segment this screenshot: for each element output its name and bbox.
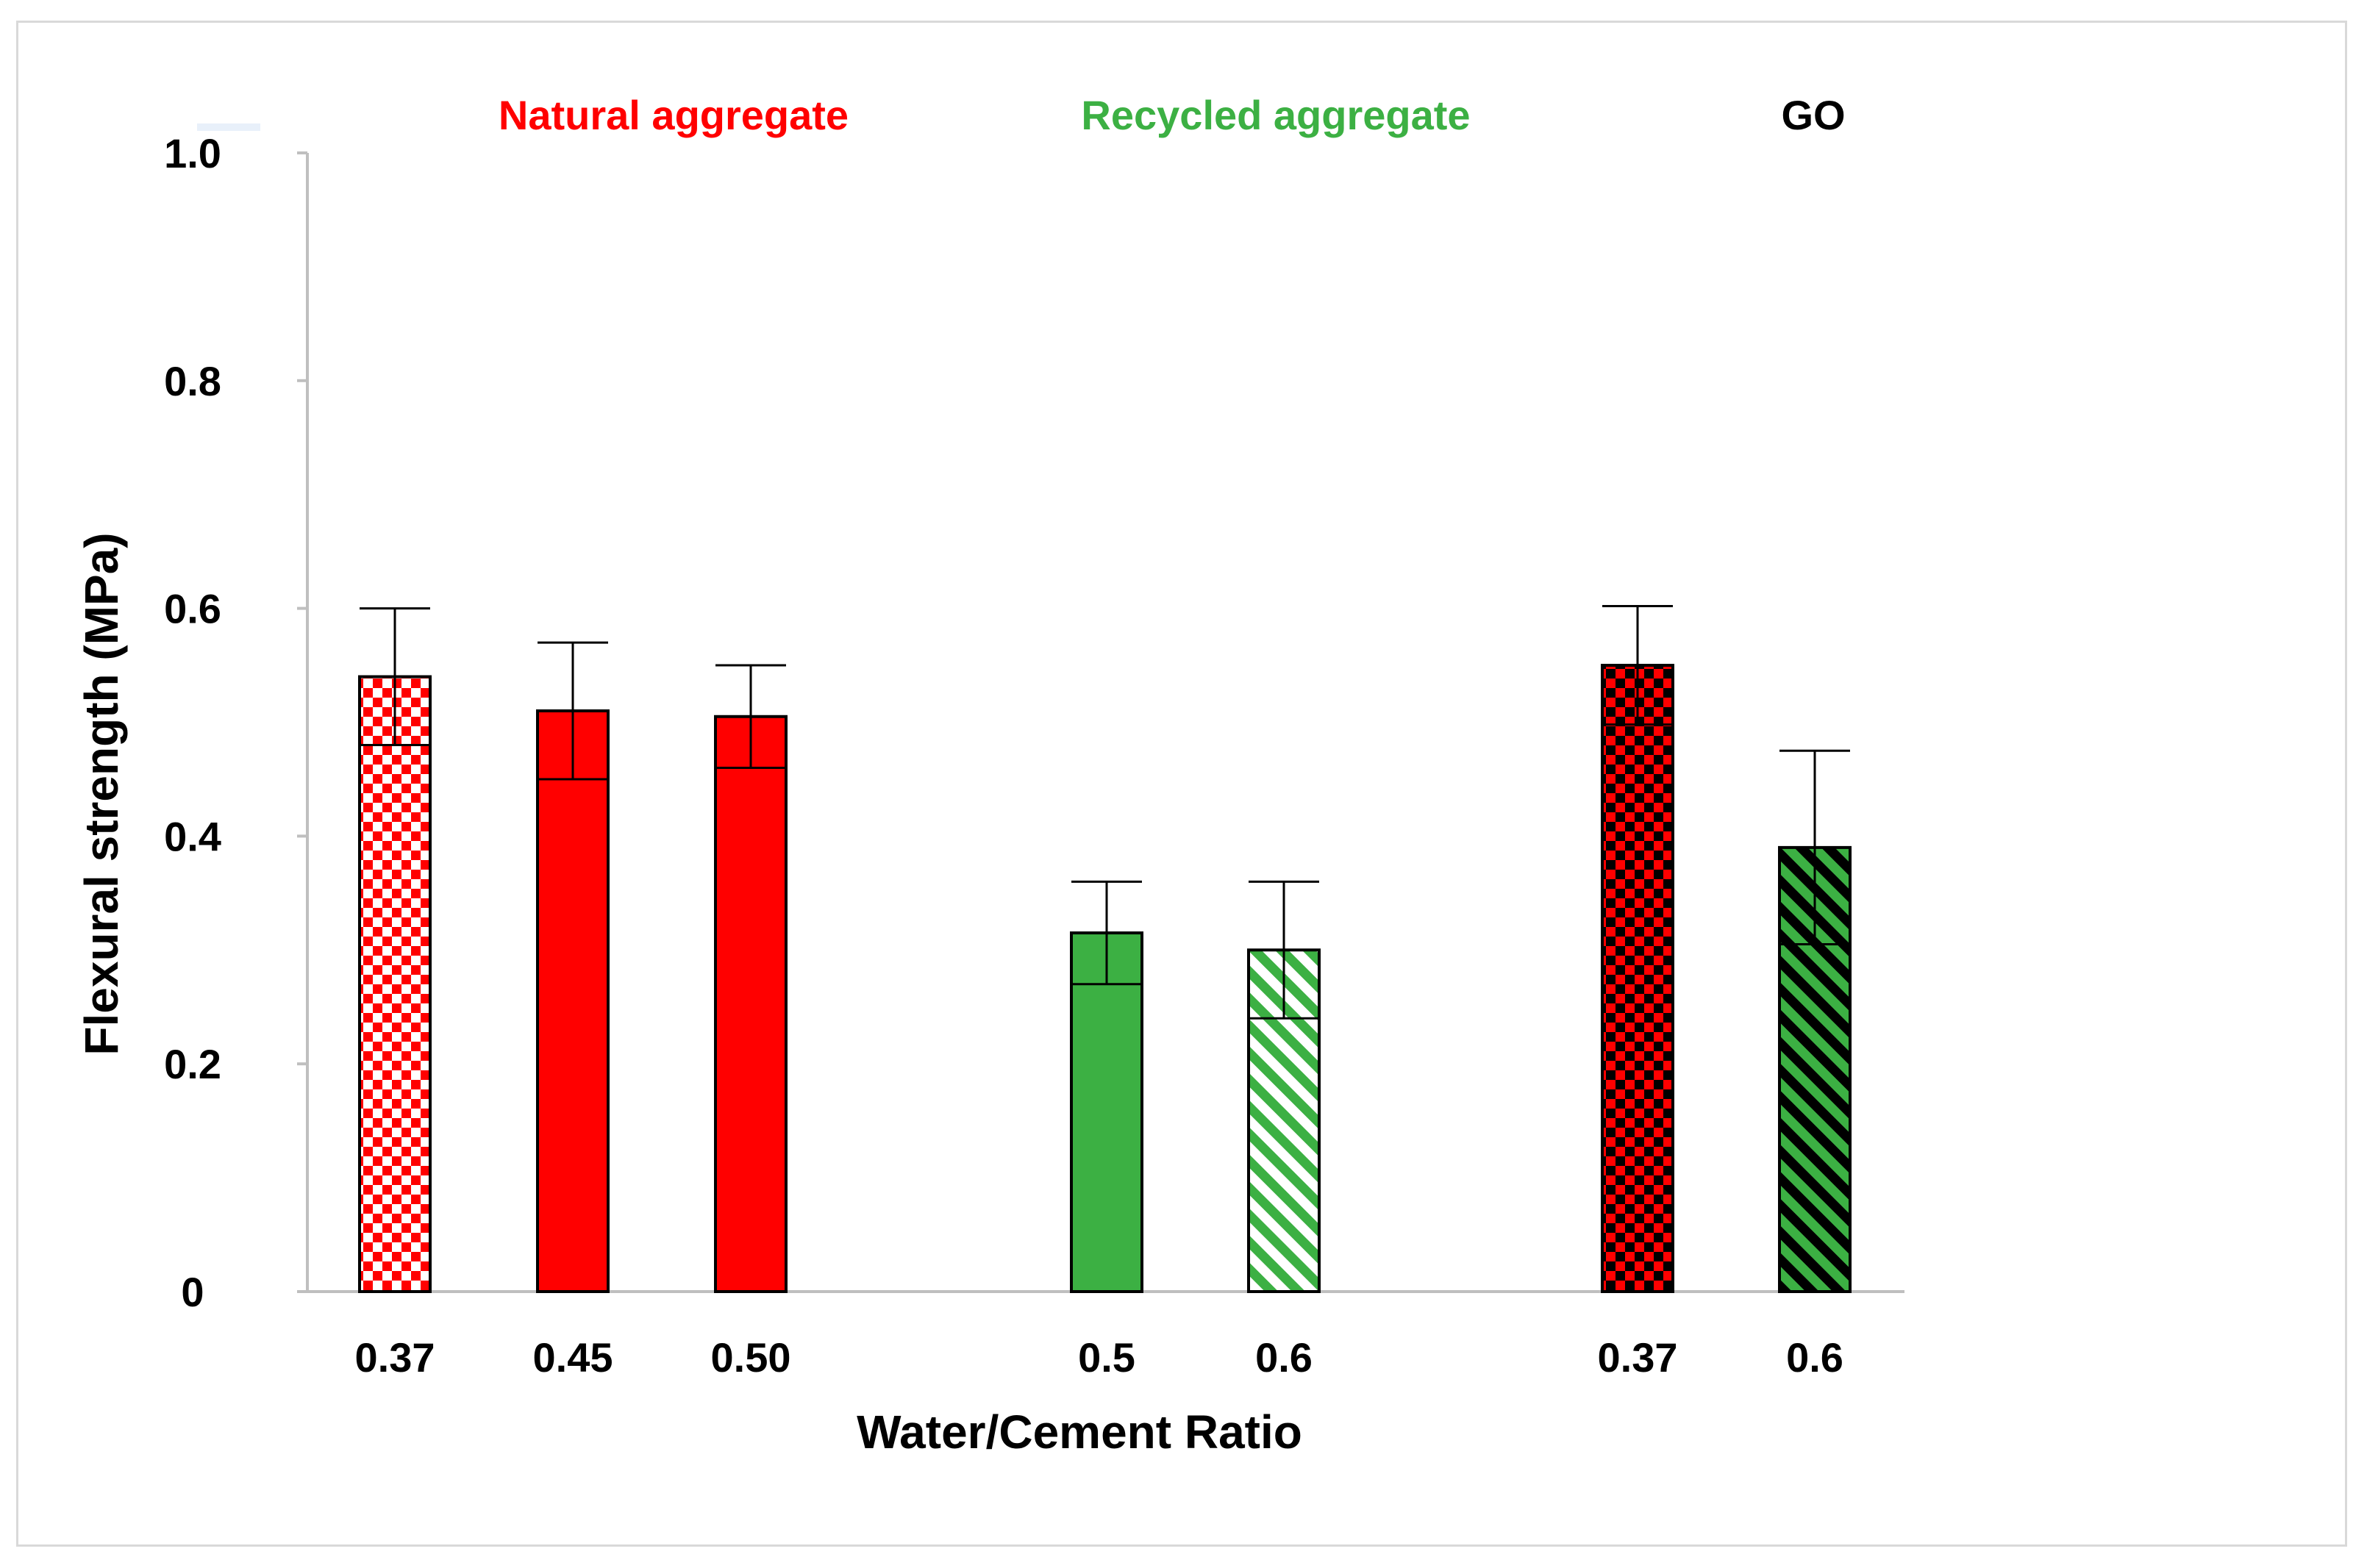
x-tick-label: 0.6 [1786,1334,1843,1381]
y-tick-label: 0 [181,1269,204,1315]
figure-frame [16,21,2347,1547]
bar-4 [1070,931,1143,1293]
y-tick-label: 0.8 [164,358,221,404]
bar-6 [1601,664,1674,1293]
bar-3 [714,715,788,1293]
bars [358,605,1852,1294]
y-ticks: 0 0.2 0.4 0.6 0.8 1.0 [164,130,307,1315]
y-tick-label: 0.4 [164,813,221,859]
bar-1 [358,675,432,1293]
x-tick-label: 0.37 [355,1334,435,1381]
bar-2 [536,709,610,1293]
y-tick-label: 0.6 [164,586,221,632]
x-tick-label: 0.45 [533,1334,613,1381]
y-axis-title: Flexural strength (MPa) [75,532,128,1055]
y-tick-label: 0.2 [164,1041,221,1087]
y-tick-label: 1.0 [164,130,221,176]
x-tick-label: 0.50 [711,1334,791,1381]
corner-mark [197,123,260,131]
group-label-natural: Natural aggregate [499,92,849,138]
group-label-go: GO [1781,92,1845,138]
x-tick-label: 0.6 [1255,1334,1313,1381]
group-label-recycled: Recycled aggregate [1081,92,1470,138]
x-tick-label: 0.5 [1078,1334,1135,1381]
x-axis-title: Water/Cement Ratio [857,1406,1302,1458]
x-tick-label: 0.37 [1598,1334,1678,1381]
x-ticks: 0.37 0.45 0.50 0.5 0.6 0.37 0.6 [355,1334,1843,1381]
